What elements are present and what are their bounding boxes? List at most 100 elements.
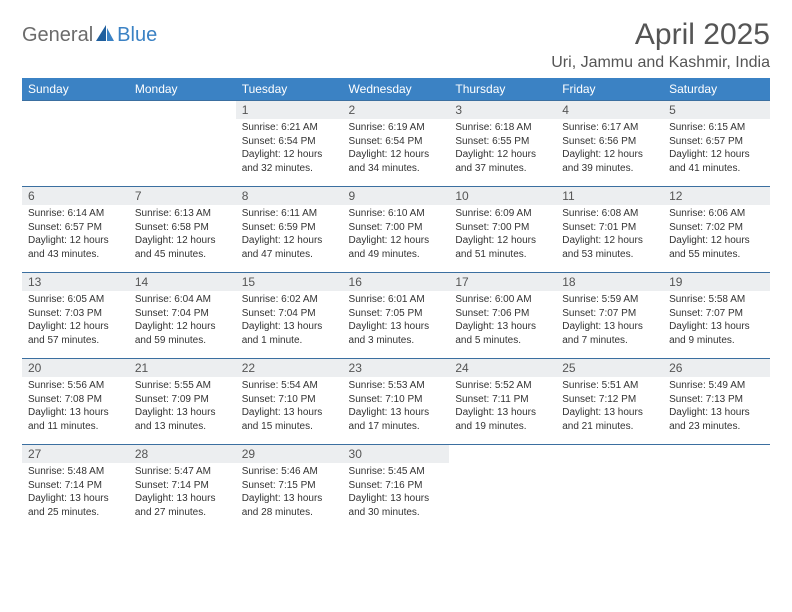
sunset-text: Sunset: 6:57 PM [669, 135, 764, 149]
calendar-day-cell: 22Sunrise: 5:54 AMSunset: 7:10 PMDayligh… [236, 359, 343, 445]
day-number: 20 [22, 359, 129, 377]
sunrise-text: Sunrise: 6:18 AM [455, 121, 550, 135]
daylight-text: Daylight: 12 hours and 53 minutes. [562, 234, 657, 261]
sunrise-text: Sunrise: 5:51 AM [562, 379, 657, 393]
day-details: Sunrise: 5:58 AMSunset: 7:07 PMDaylight:… [663, 291, 770, 349]
sunrise-text: Sunrise: 6:00 AM [455, 293, 550, 307]
sunrise-text: Sunrise: 6:01 AM [349, 293, 444, 307]
calendar-day-cell: 10Sunrise: 6:09 AMSunset: 7:00 PMDayligh… [449, 187, 556, 273]
calendar-week-row: 13 Sunrise: 6:05 AMSunset: 7:03 PM Dayligh… [22, 273, 770, 359]
sunrise-text: Sunrise: 5:52 AM [455, 379, 550, 393]
day-number: 30 [343, 445, 450, 463]
logo-text-blue: Blue [117, 24, 157, 47]
day-details: Sunrise: 6:11 AMSunset: 6:59 PMDaylight:… [236, 205, 343, 263]
sunrise-text: Sunrise: 5:46 AM [242, 465, 337, 479]
day-details: Sunrise: 5:59 AMSunset: 7:07 PMDaylight:… [556, 291, 663, 349]
sunset-text: Sunset: 7:12 PM [562, 393, 657, 407]
calendar-day-cell: 16Sunrise: 6:01 AMSunset: 7:05 PMDayligh… [343, 273, 450, 359]
sunrise-text: Sunrise: 5:47 AM [135, 465, 230, 479]
sunrise-text: Sunrise: 5:56 AM [28, 379, 123, 393]
day-number: 13 [22, 273, 129, 291]
sunrise-text: Sunrise: 6:02 AM [242, 293, 337, 307]
calendar-day-cell: 8Sunrise: 6:11 AMSunset: 6:59 PMDaylight… [236, 187, 343, 273]
daylight-text: Daylight: 13 hours and 3 minutes. [349, 320, 444, 347]
day-number: 2 [343, 101, 450, 119]
day-number: 11 [556, 187, 663, 205]
sunrise-text: Sunrise: 6:06 AM [669, 207, 764, 221]
calendar-day-cell [22, 101, 129, 187]
day-details: Sunrise: 6:01 AMSunset: 7:05 PMDaylight:… [343, 291, 450, 349]
daylight-text: Daylight: 13 hours and 21 minutes. [562, 406, 657, 433]
weekday-header: Thursday [449, 78, 556, 101]
daylight-text: Daylight: 12 hours and 32 minutes. [242, 148, 337, 175]
daylight-text: Daylight: 13 hours and 27 minutes. [135, 492, 230, 519]
calendar-day-cell: 4Sunrise: 6:17 AMSunset: 6:56 PMDaylight… [556, 101, 663, 187]
sunset-text: Sunset: 7:04 PM [135, 307, 230, 321]
sunset-text: Sunset: 7:08 PM [28, 393, 123, 407]
day-details: Sunrise: 5:46 AMSunset: 7:15 PMDaylight:… [236, 463, 343, 521]
month-title: April 2025 [551, 18, 770, 52]
day-number: 15 [236, 273, 343, 291]
day-details: Sunrise: 5:45 AMSunset: 7:16 PMDaylight:… [343, 463, 450, 521]
sunset-text: Sunset: 6:57 PM [28, 221, 123, 235]
sunset-text: Sunset: 7:14 PM [28, 479, 123, 493]
day-number: 28 [129, 445, 236, 463]
sunrise-text: Sunrise: 6:05 AM [28, 293, 123, 307]
daylight-text: Daylight: 12 hours and 41 minutes. [669, 148, 764, 175]
sunset-text: Sunset: 7:03 PM [28, 307, 123, 321]
sunset-text: Sunset: 7:11 PM [455, 393, 550, 407]
sunset-text: Sunset: 7:07 PM [669, 307, 764, 321]
day-number: 27 [22, 445, 129, 463]
day-details: Sunrise: 5:48 AMSunset: 7:14 PMDaylight:… [22, 463, 129, 521]
daylight-text: Daylight: 13 hours and 15 minutes. [242, 406, 337, 433]
day-details: Sunrise: 6:02 AMSunset: 7:04 PMDaylight:… [236, 291, 343, 349]
daylight-text: Daylight: 12 hours and 47 minutes. [242, 234, 337, 261]
day-details: Sunrise: 5:52 AMSunset: 7:11 PMDaylight:… [449, 377, 556, 435]
calendar-week-row: 27Sunrise: 5:48 AMSunset: 7:14 PMDayligh… [22, 445, 770, 531]
day-number: 4 [556, 101, 663, 119]
calendar-day-cell: 17Sunrise: 6:00 AMSunset: 7:06 PMDayligh… [449, 273, 556, 359]
day-number: 6 [22, 187, 129, 205]
sunset-text: Sunset: 7:06 PM [455, 307, 550, 321]
sunrise-text: Sunrise: 5:45 AM [349, 465, 444, 479]
day-details: Sunrise: 5:56 AMSunset: 7:08 PMDaylight:… [22, 377, 129, 435]
day-details: Sunrise: 6:13 AMSunset: 6:58 PMDaylight:… [129, 205, 236, 263]
day-details: Sunrise: 5:51 AMSunset: 7:12 PMDaylight:… [556, 377, 663, 435]
daylight-text: Daylight: 13 hours and 30 minutes. [349, 492, 444, 519]
day-details: Sunrise: 6:09 AMSunset: 7:00 PMDaylight:… [449, 205, 556, 263]
day-number: 10 [449, 187, 556, 205]
daylight-text: Daylight: 12 hours and 45 minutes. [135, 234, 230, 261]
day-number: 17 [449, 273, 556, 291]
calendar-day-cell: 12Sunrise: 6:06 AMSunset: 7:02 PMDayligh… [663, 187, 770, 273]
calendar-day-cell [129, 101, 236, 187]
day-number: 8 [236, 187, 343, 205]
day-details: Sunrise: 6:14 AMSunset: 6:57 PMDaylight:… [22, 205, 129, 263]
calendar-day-cell: 21Sunrise: 5:55 AMSunset: 7:09 PMDayligh… [129, 359, 236, 445]
day-details: Sunrise: 5:47 AMSunset: 7:14 PMDaylight:… [129, 463, 236, 521]
day-number: 25 [556, 359, 663, 377]
calendar-day-cell: 7Sunrise: 6:13 AMSunset: 6:58 PMDaylight… [129, 187, 236, 273]
weekday-header: Tuesday [236, 78, 343, 101]
daylight-text: Daylight: 12 hours and 55 minutes. [669, 234, 764, 261]
sunrise-text: Sunrise: 6:14 AM [28, 207, 123, 221]
sunset-text: Sunset: 7:05 PM [349, 307, 444, 321]
sunrise-text: Sunrise: 5:54 AM [242, 379, 337, 393]
sunset-text: Sunset: 7:01 PM [562, 221, 657, 235]
sunrise-text: Sunrise: 6:09 AM [455, 207, 550, 221]
sunrise-text: Sunrise: 6:10 AM [349, 207, 444, 221]
calendar-day-cell: 19Sunrise: 5:58 AMSunset: 7:07 PMDayligh… [663, 273, 770, 359]
day-number: 24 [449, 359, 556, 377]
daylight-text: Daylight: 12 hours and 59 minutes. [135, 320, 230, 347]
sunset-text: Sunset: 7:00 PM [349, 221, 444, 235]
daylight-text: Daylight: 12 hours and 39 minutes. [562, 148, 657, 175]
sunset-text: Sunset: 6:55 PM [455, 135, 550, 149]
sunset-text: Sunset: 6:54 PM [349, 135, 444, 149]
calendar-day-cell: 26Sunrise: 5:49 AMSunset: 7:13 PMDayligh… [663, 359, 770, 445]
sunrise-text: Sunrise: 5:55 AM [135, 379, 230, 393]
daylight-text: Daylight: 13 hours and 28 minutes. [242, 492, 337, 519]
day-details: Sunrise: 5:55 AMSunset: 7:09 PMDaylight:… [129, 377, 236, 435]
day-number: 9 [343, 187, 450, 205]
daylight-text: Daylight: 13 hours and 7 minutes. [562, 320, 657, 347]
daylight-text: Daylight: 12 hours and 43 minutes. [28, 234, 123, 261]
calendar-day-cell: 6Sunrise: 6:14 AMSunset: 6:57 PMDaylight… [22, 187, 129, 273]
